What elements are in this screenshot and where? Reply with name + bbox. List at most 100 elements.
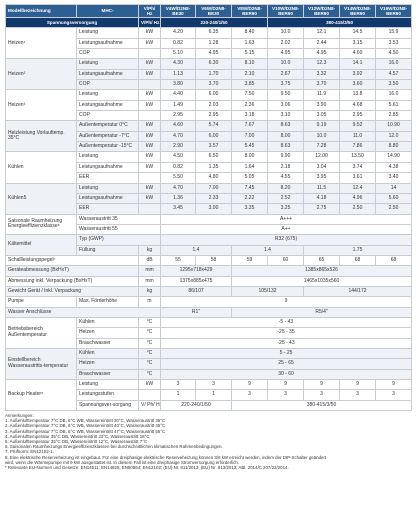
value-cell: 9: [231, 379, 268, 391]
table-row: Außentemperatur -15°C kW 2.90 3.57 5.45 8.63 7…: [6, 141, 412, 153]
unit-cell: °C: [138, 358, 161, 370]
unit-cell: dB: [138, 254, 161, 267]
value-cell: 13.8: [339, 89, 376, 101]
unit-cell: m: [138, 296, 161, 308]
param-label: Leistungsaufnahme: [76, 37, 139, 50]
unit-cell: [138, 203, 161, 215]
param-label: Leistung: [76, 379, 139, 391]
value-cell: 4.40: [160, 89, 196, 101]
value-cell: 10.0: [303, 130, 340, 143]
value-cell: 3.60: [339, 79, 376, 91]
table-row: Schallleistungspegel⁷ dB 55 58 59 60 65 68 68: [5, 254, 412, 267]
value-cell: 144/172: [303, 285, 412, 298]
value-cell: 3: [231, 389, 268, 401]
value-cell: 11.9: [303, 89, 340, 101]
value-cell: 1.64: [231, 161, 268, 174]
note-line: 4. Außenlufttemperatur 35°C DB, Wasserei…: [5, 433, 150, 439]
value-cell: 3.25: [267, 203, 304, 215]
value-cell: 8.20: [267, 182, 304, 194]
value-cell: 11.5: [303, 182, 340, 194]
unit-cell: [138, 79, 161, 91]
value-cell: 2.44: [303, 37, 340, 50]
model-header: Modellbezeichnung: [5, 4, 77, 18]
value-cell: 4.55: [267, 172, 304, 184]
value-cell: 12.00: [303, 151, 340, 163]
unit-cell: kW: [138, 89, 161, 101]
value-cell: 2.75: [303, 203, 340, 215]
value-cell: 2.22: [231, 192, 268, 205]
value-cell: 8.63: [267, 141, 304, 153]
value-cell: 4.60: [339, 48, 376, 60]
value-cell: 1: [160, 389, 196, 401]
value-cell: 2.03: [195, 99, 232, 112]
value-cell: 3.80: [160, 79, 196, 91]
param-label: Wasseraustritt 55: [76, 223, 161, 236]
unit-cell: mm: [138, 275, 161, 287]
table-row: Heizen °C -25 - 35: [6, 327, 412, 339]
group-label: Einstellbereich Wasseraustritts-temperat…: [5, 347, 77, 381]
table-row: Brauchwasser °C 30 - 60: [6, 368, 412, 381]
value-cell: 10.90: [375, 120, 412, 132]
table-row: Geräteabmessung (BxHxT) mm 1295x718x429 138…: [5, 265, 412, 277]
unit-cell: V/ Ph/ Hz: [138, 399, 161, 412]
notes: Anmerkungen: 1. Außenlufttemperatur 7°C D…: [5, 413, 411, 470]
supply-value-b: 380-415/3/50: [267, 16, 412, 29]
value-cell: 16.0: [375, 89, 412, 101]
model-col: V4W/D2N8-BE30: [160, 4, 196, 18]
value-cell: 3: [267, 389, 304, 401]
value-cell: 2.90: [160, 141, 196, 153]
value-cell: -25 - 43: [160, 337, 412, 350]
group-label: Heizen¹: [5, 27, 77, 60]
notes-title: Anmerkungen:: [5, 413, 34, 419]
value-cell: 3.92: [339, 68, 376, 81]
table-row: Heizleistung Vorlauftemp. 35°C Außentempe…: [5, 120, 412, 153]
value-cell: 2.95: [160, 110, 196, 122]
value-cell: 3.04: [303, 161, 340, 174]
value-cell: 6.00: [195, 130, 232, 143]
supply-row: Spannungsversorgung V/Ph/ Hz 220-240/1/5…: [5, 16, 412, 29]
unit-cell: °C: [138, 337, 161, 350]
table-row: Leistungsaufnahme kW 1.49 2.03 2.36 3.06 3.90 4…: [6, 99, 412, 112]
value-cell: 3.35: [231, 203, 268, 215]
value-cell: 5.45: [231, 141, 268, 153]
value-cell: 4.50: [160, 151, 196, 163]
value-cell: 9: [339, 379, 376, 391]
value-cell: 2.33: [195, 192, 232, 205]
table-row: Backup Heater⁸ Leistung kW 3 3 9 9 9 9 9: [5, 379, 412, 412]
unit-cell: °C: [138, 316, 161, 329]
value-cell: 8.40: [231, 27, 268, 39]
table-row: Spannungsver-sorgung V/ Ph/ Hz 220-240/1/5…: [6, 399, 412, 412]
param-label: Abmessung inkl. Verpackung (BxHxT): [5, 275, 139, 287]
unit-header: V/Ph/ Hz: [138, 4, 161, 18]
value-cell: 3.32: [303, 68, 340, 81]
value-cell: 12.1: [303, 27, 340, 39]
table-row: Abmessung inkl. Verpackung (BxHxT) mm 1375…: [5, 275, 412, 287]
value-cell: 6.30: [195, 58, 232, 70]
value-cell: 10.0: [267, 27, 304, 39]
value-cell: 4.70: [160, 130, 196, 143]
param-label: Schallleistungspegel⁷: [5, 254, 139, 267]
value-cell: 1375x885x475: [160, 275, 232, 287]
param-label: Leistung: [76, 89, 139, 101]
note-line: 5. Außenlufttemperatur 35°C DB, Wasserei…: [5, 439, 148, 445]
param-label: Leistung: [76, 27, 139, 39]
value-cell: 15.9: [375, 27, 412, 39]
value-cell: 3.00: [195, 203, 232, 215]
table-row: Betriebsbereich Außentemperatur Kühlen °C -…: [5, 316, 412, 350]
param-label: COP: [76, 48, 139, 60]
unit-cell: kg: [138, 285, 161, 298]
value-cell: 1385x865x526: [231, 265, 412, 277]
param-label: Spannungsver-sorgung: [76, 399, 139, 412]
unit-cell: °C: [138, 368, 161, 381]
value-cell: 5.61: [375, 99, 412, 112]
note-line: * Relevante EU-Normen und Gesetze: EN145…: [5, 465, 289, 471]
value-cell: 1.35: [195, 161, 232, 174]
unit-cell: [138, 389, 161, 401]
value-cell: 16.0: [375, 58, 412, 70]
value-cell: 68: [339, 254, 376, 267]
table-row: Saisonale Raumheizung Energieeffizienzkl…: [5, 213, 412, 236]
value-cell: 58: [195, 254, 232, 267]
supply-label: Spannungsversorgung: [5, 16, 139, 29]
model-col: V12W/D2N8-BER90: [303, 4, 340, 18]
value-cell: 59: [231, 254, 268, 267]
